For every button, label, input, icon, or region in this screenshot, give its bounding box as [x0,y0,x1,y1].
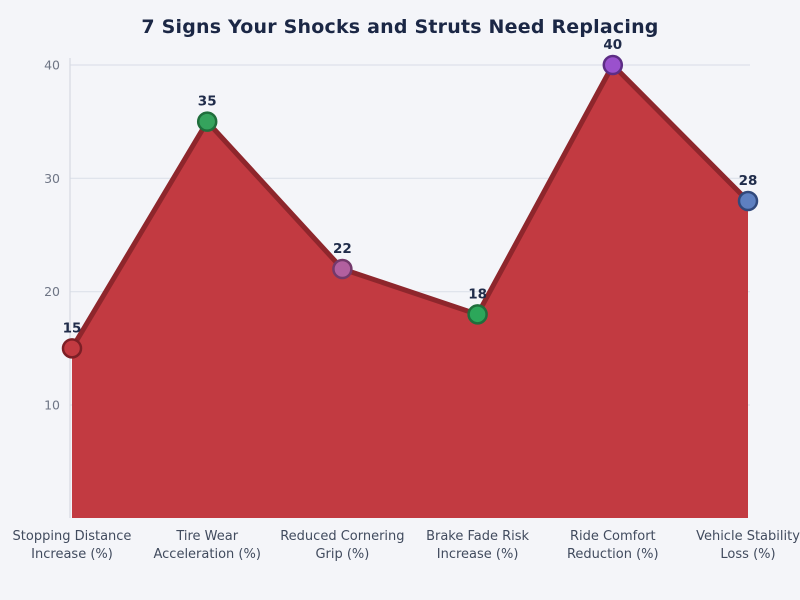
x-category-label-4: Ride Comfort Reduction (%) [567,529,659,562]
data-point-label-0: 15 [63,320,82,336]
data-point-label-4: 40 [603,37,622,53]
data-point-marker-2 [332,258,353,280]
data-point-label-3: 18 [468,286,487,302]
x-category-label-5: Vehicle Stability Loss (%) [696,529,800,562]
data-point-label-2: 22 [333,241,352,257]
data-point-label-5: 28 [739,173,758,189]
chart-title: 7 Signs Your Shocks and Struts Need Repl… [141,16,659,38]
x-category-label-2: Reduced Cornering Grip (%) [280,529,404,562]
data-point-label-1: 35 [198,94,217,110]
x-category-label-3: Brake Fade Risk Increase (%) [426,529,529,562]
y-tick-label-20: 20 [44,284,60,299]
x-category-label-1: Tire Wear Acceleration (%) [153,529,260,562]
data-point-marker-0 [61,338,83,359]
series-line [69,62,751,351]
area-fill [72,64,748,518]
x-category-label-0: Stopping Distance Increase (%) [13,529,132,562]
y-tick-label-10: 10 [44,397,60,412]
data-point-marker-3 [467,304,488,325]
data-point-marker-4 [602,54,624,76]
data-point-marker-1 [196,111,218,132]
y-tick-label-40: 40 [44,57,60,72]
data-point-marker-5 [737,190,759,212]
y-tick-label-30: 30 [44,171,60,186]
